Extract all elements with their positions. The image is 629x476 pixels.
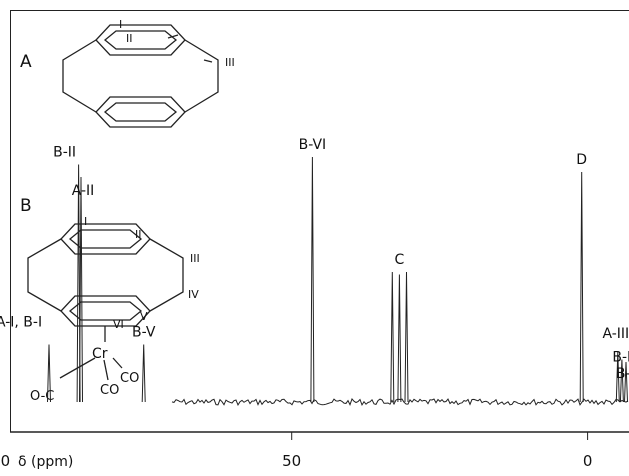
peaks (47, 156, 628, 403)
x-axis-ticks: 100 50 0 (0, 432, 592, 470)
peak-label-5: C (395, 252, 405, 268)
carbonyl-left-label: O-C (30, 389, 54, 404)
structure-a (62, 24, 219, 128)
peak-2 (79, 176, 83, 403)
peak-label-4: B-VI (299, 137, 327, 153)
structure-b-label-i: I (84, 215, 87, 228)
label-pointer-iii (203, 59, 213, 63)
structure-a-label-iii: III (225, 56, 235, 69)
peak-0 (47, 344, 51, 403)
structure-b-label-ii: II (135, 228, 142, 241)
peak-label-0: A-I, B-I (0, 315, 42, 331)
chromium-label: Cr (92, 346, 108, 362)
carbonyl-right-label: CO (120, 371, 139, 386)
structure-b-label-v: V (140, 310, 148, 323)
x-axis-label: δ (ppm) (18, 454, 74, 470)
structure-b-label-vi: VI (113, 318, 124, 331)
lower-ring-inner (103, 102, 178, 122)
peak-11 (624, 361, 628, 403)
x-tick-label-2: 0 (583, 452, 593, 470)
cr-co-bond-down (103, 359, 109, 381)
peak-label-1: B-II (53, 145, 76, 161)
peak-label-8: B-III (612, 350, 629, 366)
peak-7 (404, 271, 409, 403)
peak-8 (579, 171, 584, 403)
peak-10 (619, 359, 624, 403)
cr-co-bond-right (112, 357, 123, 369)
structure-b (27, 223, 184, 381)
b-lower-ring (60, 295, 151, 327)
figure-frame (10, 10, 629, 432)
peak-label-6: D (576, 152, 587, 168)
upper-ring (95, 24, 186, 56)
lower-ring (95, 96, 186, 128)
peak-4 (310, 156, 315, 403)
upper-ring-inner (103, 30, 178, 50)
left-bridge (62, 39, 97, 113)
peak-5 (390, 271, 395, 403)
structure-a-label-ii: II (126, 32, 133, 45)
b-lower-ring-inner (68, 301, 143, 321)
peak-9 (615, 351, 620, 403)
b-upper-ring-inner (68, 229, 143, 249)
peak-6 (397, 274, 402, 403)
x-tick-label-0: 100 (0, 452, 10, 470)
spectrum-trace (171, 398, 629, 407)
peak-3 (141, 344, 146, 403)
peak-label-9: B-IV (616, 366, 629, 382)
right-bridge (184, 39, 219, 113)
x-tick-label-1: 50 (282, 452, 301, 470)
label-pointer-ii (167, 34, 179, 39)
peak-label-2: A-II (72, 183, 95, 199)
b-right-bridge (149, 238, 184, 312)
panel-b-label: B (20, 196, 32, 216)
structure-b-label-iv: IV (188, 288, 199, 301)
peak-label-7: A-III (602, 326, 629, 342)
panel-a-label: A (20, 52, 32, 72)
carbonyl-down-label: CO (100, 383, 119, 398)
structure-a-label-i: I (119, 18, 122, 31)
structure-b-label-iii: III (190, 252, 200, 265)
peak-label-3: B-V (132, 325, 156, 341)
b-left-bridge (27, 238, 62, 312)
